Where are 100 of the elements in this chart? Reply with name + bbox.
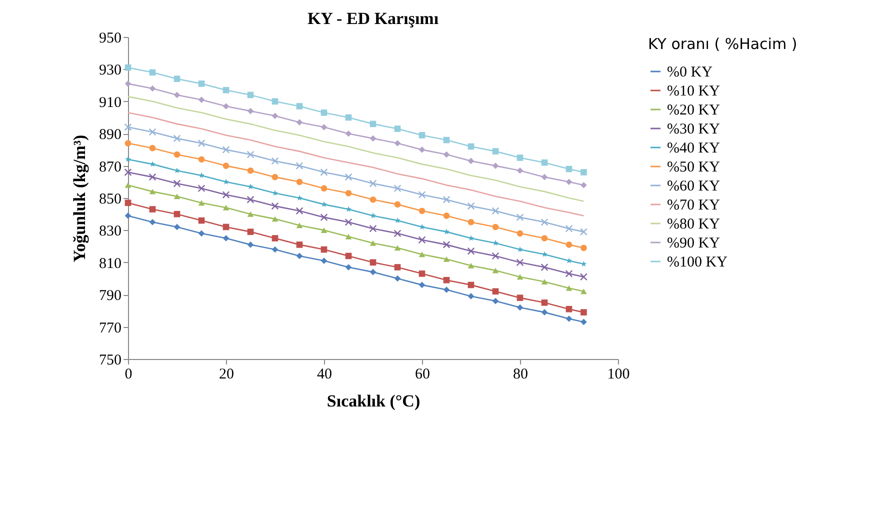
legend-label: %0 KY [667,64,713,80]
point [222,178,230,184]
point [296,242,303,248]
point [418,282,426,288]
point [345,130,352,137]
point [149,144,156,152]
point [320,168,328,176]
point [174,76,180,82]
point [247,184,254,190]
point [320,110,328,116]
point [272,235,278,242]
point [443,228,450,234]
point [394,245,401,251]
point [418,146,426,153]
point [492,162,499,169]
point [345,206,352,212]
point [580,273,588,281]
point [198,80,205,87]
point [492,298,499,304]
point [272,246,278,253]
point [222,146,230,154]
point [296,207,304,215]
point [566,316,572,322]
point [442,196,450,204]
point [394,264,401,270]
point [467,202,475,210]
point [320,185,328,192]
point [198,140,206,148]
y-tick-label: 810 [99,256,122,272]
point [443,212,450,219]
point [492,240,499,246]
legend-title: KY oranı ( %Hacim ) [648,35,798,53]
legend-label: %50 KY [667,160,720,176]
x-tick-label: 20 [219,366,234,382]
point [492,224,499,230]
point [124,182,132,188]
x-tick-label: 40 [317,366,332,382]
y-tick-label: 850 [99,192,122,208]
point [148,128,156,136]
point [418,270,426,277]
point [370,268,376,276]
point [222,191,230,199]
point [149,188,156,194]
legend-label: %70 KY [667,198,720,214]
point [541,174,548,180]
point [320,124,328,130]
point [370,120,376,128]
point [247,92,254,98]
legend-label: %30 KY [667,122,720,138]
point [394,126,401,132]
point [370,196,376,203]
legend-label: %100 KY [667,254,728,270]
point [468,262,474,268]
point [222,224,230,230]
point [222,86,230,94]
point [566,306,572,312]
legend-label: %80 KY [667,216,720,232]
point [149,69,156,76]
point [565,270,573,278]
point [443,256,450,262]
point [174,194,180,200]
point [418,224,426,230]
point [222,162,230,169]
point [418,252,426,258]
point [580,182,587,188]
point [468,143,474,150]
point [174,210,180,218]
point [149,206,156,212]
point [271,202,279,210]
point [443,276,450,284]
x-axis-title: Sıcaklık (°C) [326,392,420,410]
point [247,167,254,174]
point [370,259,376,266]
x-tick-label: 80 [513,366,528,382]
point [174,92,180,98]
point [344,218,352,226]
legend-label: %10 KY [667,84,720,100]
point [394,230,402,238]
point [541,278,548,284]
point [492,288,499,295]
point [198,96,205,103]
point [566,166,572,172]
point [541,159,548,166]
point [516,258,524,266]
point [320,258,328,264]
point [344,173,352,181]
point [580,288,587,294]
point [198,172,205,178]
point [246,150,254,158]
point [174,224,180,230]
x-tick-label: 100 [607,366,630,382]
point [580,228,588,236]
point [580,318,587,326]
point [296,178,303,186]
point [468,282,474,288]
point [124,200,132,206]
point [296,222,303,228]
point [541,235,548,242]
point [516,230,524,237]
point [394,275,401,282]
